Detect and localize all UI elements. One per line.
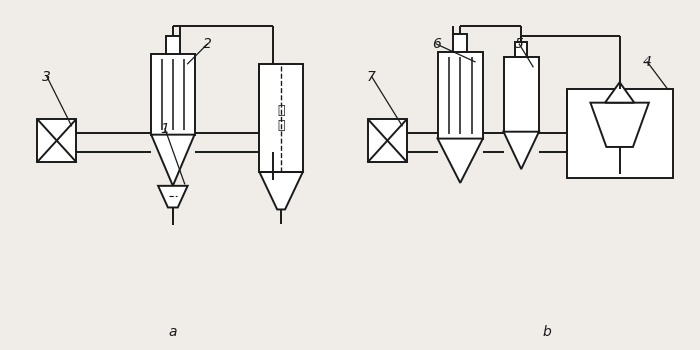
Text: 颚
破: 颚 破 xyxy=(277,104,285,132)
Text: b: b xyxy=(542,326,551,340)
Polygon shape xyxy=(158,186,188,208)
Bar xyxy=(503,57,539,132)
Bar xyxy=(438,52,483,139)
Bar xyxy=(368,119,407,162)
Bar xyxy=(166,36,180,54)
Bar xyxy=(515,42,527,57)
Text: 4: 4 xyxy=(643,55,652,69)
Text: 6: 6 xyxy=(432,37,441,51)
Bar xyxy=(151,54,195,135)
Polygon shape xyxy=(151,135,195,186)
Text: a: a xyxy=(169,326,177,340)
Text: 3: 3 xyxy=(43,70,51,84)
Polygon shape xyxy=(260,172,303,209)
Bar xyxy=(260,64,303,172)
Bar xyxy=(566,89,673,178)
Text: 7: 7 xyxy=(368,70,376,84)
Bar xyxy=(454,34,467,52)
Text: 1: 1 xyxy=(160,122,169,136)
Text: 2: 2 xyxy=(203,37,211,51)
Polygon shape xyxy=(503,132,539,169)
Text: 5: 5 xyxy=(514,37,524,51)
Polygon shape xyxy=(605,82,634,103)
Polygon shape xyxy=(590,103,649,147)
Polygon shape xyxy=(438,139,483,183)
Bar xyxy=(37,119,76,162)
